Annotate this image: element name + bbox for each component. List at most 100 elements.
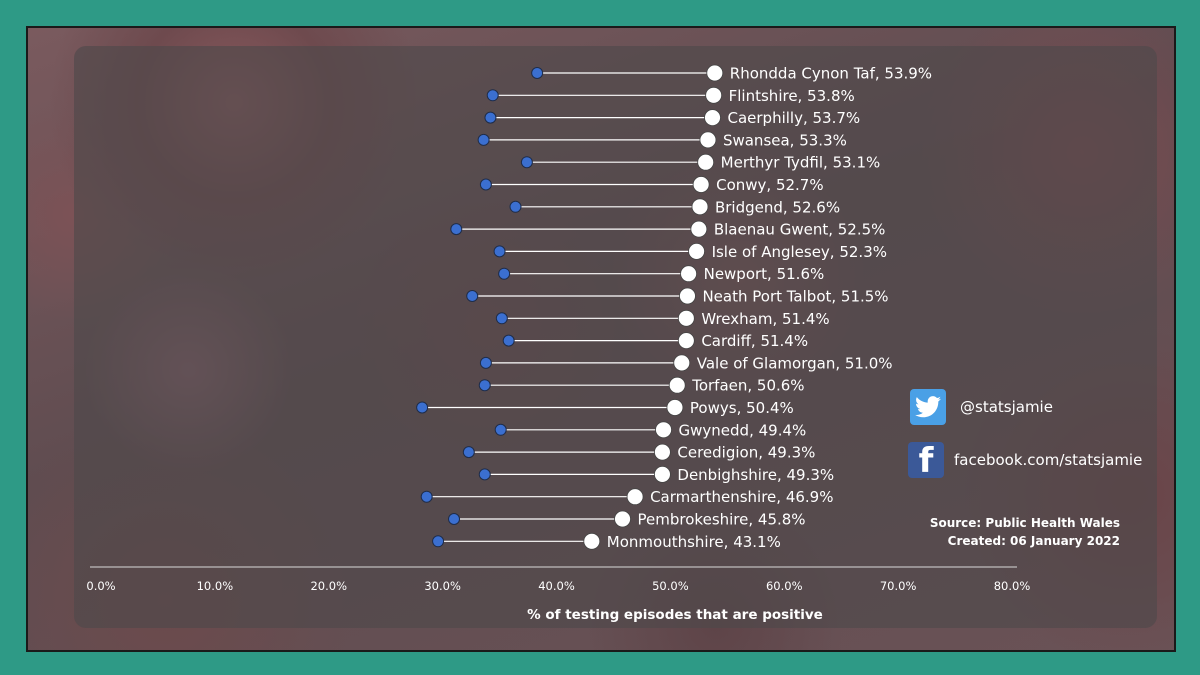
- twitter-handle: @statsjamie: [960, 398, 1053, 416]
- data-label: Vale of Glamorgan, 51.0%: [697, 354, 893, 372]
- x-tick-label: 30.0%: [424, 579, 461, 593]
- data-label: Merthyr Tydfil, 53.1%: [721, 154, 881, 172]
- created-date: Created: 06 January 2022: [947, 534, 1120, 548]
- dumbbell-row: Swansea, 53.3%: [477, 131, 847, 149]
- dumbbell-row: Powys, 50.4%: [416, 399, 794, 417]
- data-label: Isle of Anglesey, 52.3%: [712, 243, 887, 261]
- start-point: [486, 89, 499, 102]
- dumbbell-row: Bridgend, 52.6%: [509, 198, 840, 216]
- end-point: [673, 354, 691, 372]
- data-label: Cardiff, 51.4%: [701, 332, 808, 350]
- data-label: Carmarthenshire, 46.9%: [650, 488, 833, 506]
- end-point: [655, 421, 672, 439]
- x-tick-label: 20.0%: [310, 579, 347, 593]
- facebook-handle: facebook.com/statsjamie: [954, 451, 1143, 469]
- end-point: [691, 198, 709, 216]
- x-tick-label: 0.0%: [86, 579, 115, 593]
- end-point: [690, 220, 708, 238]
- data-label: Torfaen, 50.6%: [691, 377, 804, 395]
- dumbbell-row: Merthyr Tydfil, 53.1%: [520, 153, 881, 172]
- x-axis-title: % of testing episodes that are positive: [527, 607, 823, 623]
- dumbbell-row: Isle of Anglesey, 52.3%: [493, 242, 887, 261]
- start-point: [495, 312, 508, 325]
- end-point: [680, 265, 697, 283]
- end-point: [704, 109, 721, 126]
- data-label: Swansea, 53.3%: [723, 131, 847, 149]
- chart-panel: [74, 46, 1157, 628]
- twitter-link[interactable]: @statsjamie: [910, 389, 1053, 425]
- data-label: Conwy, 52.7%: [716, 176, 824, 194]
- start-point: [493, 245, 506, 258]
- end-point: [697, 153, 715, 171]
- end-point: [677, 332, 695, 350]
- start-point: [478, 379, 491, 392]
- source-text: Source: Public Health Wales: [929, 516, 1120, 530]
- start-point: [479, 356, 492, 369]
- end-point: [666, 399, 684, 416]
- data-label: Monmouthshire, 43.1%: [607, 533, 781, 551]
- start-point: [432, 535, 445, 548]
- data-label: Denbighshire, 49.3%: [677, 466, 834, 484]
- data-label: Flintshire, 53.8%: [729, 87, 855, 105]
- data-label: Ceredigion, 49.3%: [677, 444, 815, 462]
- end-point: [706, 64, 724, 82]
- end-point: [679, 287, 696, 305]
- data-label: Neath Port Talbot, 51.5%: [702, 288, 888, 306]
- x-axis-ticks: 0.0% 10.0% 20.0% 30.0% 40.0% 50.0% 60.0% 70.0% 8…: [86, 579, 1030, 593]
- x-tick-label: 50.0%: [652, 579, 689, 593]
- start-point: [448, 513, 461, 525]
- start-point: [477, 133, 490, 146]
- end-point: [614, 510, 631, 528]
- dumbbell-row: Wrexham, 51.4%: [495, 309, 830, 328]
- x-tick-label: 40.0%: [538, 579, 575, 593]
- end-point: [583, 532, 601, 550]
- data-label: Pembrokeshire, 45.8%: [638, 511, 806, 529]
- dumbbell-row: Conwy, 52.7%: [479, 176, 824, 194]
- end-point: [688, 242, 705, 260]
- dumbbell-row: Newport, 51.6%: [498, 265, 825, 283]
- dumbbell-row: Caerphilly, 53.7%: [484, 109, 861, 127]
- data-label: Caerphilly, 53.7%: [728, 109, 861, 127]
- end-point: [654, 443, 671, 461]
- dumbbell-row: Gwynedd, 49.4%: [494, 421, 807, 439]
- dumbbell-row: Torfaen, 50.6%: [478, 376, 805, 395]
- start-point: [478, 468, 491, 481]
- dumbbell-row: Pembrokeshire, 45.8%: [448, 510, 806, 529]
- data-label: Newport, 51.6%: [704, 265, 825, 283]
- dumbbell-row: Cardiff, 51.4%: [502, 332, 808, 350]
- start-point: [416, 401, 429, 414]
- end-point: [626, 488, 644, 506]
- data-label: Bridgend, 52.6%: [715, 198, 840, 216]
- start-point: [520, 156, 533, 169]
- source-note: Source: Public Health Wales Created: 06 …: [880, 514, 1120, 550]
- dumbbell-row: Rhondda Cynon Taf, 53.9%: [531, 64, 932, 83]
- x-tick-label: 10.0%: [197, 579, 234, 593]
- start-point: [450, 223, 463, 236]
- dumbbell-row: Vale of Glamorgan, 51.0%: [479, 354, 893, 372]
- start-point: [484, 111, 497, 124]
- facebook-link[interactable]: f facebook.com/statsjamie: [908, 442, 1142, 478]
- end-point: [668, 376, 686, 394]
- dumbbell-row: Ceredigion, 49.3%: [462, 443, 815, 462]
- start-point: [498, 267, 511, 280]
- x-tick-label: 60.0%: [766, 579, 803, 593]
- x-tick-label: 70.0%: [880, 579, 917, 593]
- end-point: [654, 465, 671, 483]
- chart-rows: Rhondda Cynon Taf, 53.9% Flintshire, 53.8…: [416, 64, 932, 551]
- data-label: Powys, 50.4%: [690, 399, 794, 417]
- x-tick-label: 80.0%: [994, 579, 1031, 593]
- start-point: [462, 446, 475, 459]
- data-label: Rhondda Cynon Taf, 53.9%: [730, 65, 932, 83]
- end-point: [677, 309, 695, 327]
- start-point: [420, 490, 433, 503]
- end-point: [692, 176, 710, 193]
- dumbbell-row: Neath Port Talbot, 51.5%: [466, 287, 889, 306]
- dumbbell-row: Denbighshire, 49.3%: [478, 465, 834, 484]
- data-label: Gwynedd, 49.4%: [679, 421, 807, 439]
- start-point: [479, 178, 492, 191]
- dumbbell-row: Carmarthenshire, 46.9%: [420, 488, 833, 506]
- dumbbell-row: Monmouthshire, 43.1%: [432, 532, 781, 551]
- start-point: [531, 67, 544, 79]
- dumbbell-row: Blaenau Gwent, 52.5%: [450, 220, 885, 239]
